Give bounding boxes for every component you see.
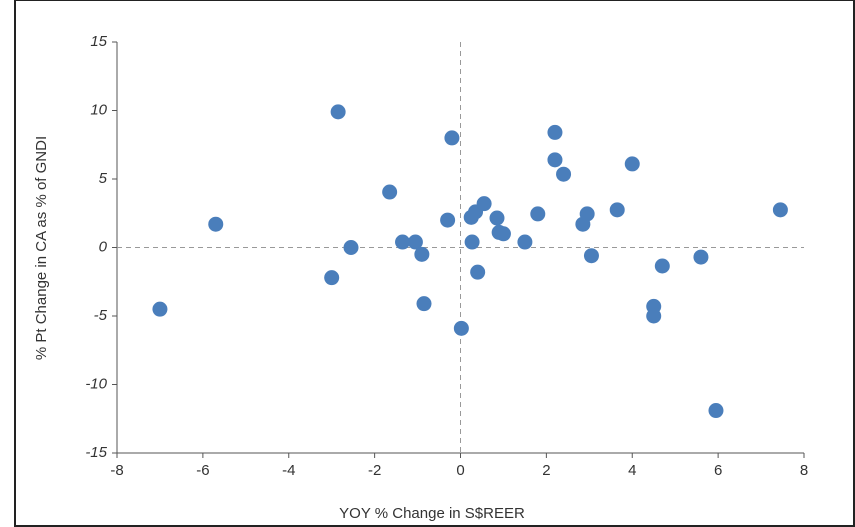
point [382,184,398,200]
x-tick-label: 0 [456,462,464,479]
point [624,156,640,172]
point [517,234,533,250]
point [470,264,486,280]
point [609,202,625,218]
point [579,206,595,222]
x-tick-label: -6 [196,462,209,479]
point [416,296,432,312]
point [583,248,599,264]
y-tick-label: 5 [99,170,108,187]
point [556,166,572,182]
x-axis-label: YOY % Change in S$REER [339,505,525,522]
point [343,240,359,255]
point [547,124,563,140]
point [324,270,340,286]
point [152,301,168,317]
point [772,202,788,218]
point [464,234,480,250]
point [530,206,546,222]
point [547,152,563,168]
x-tick-label: -4 [282,462,295,479]
point [476,196,492,212]
y-axis-label: % Pt Change in CA as % of GNDI [33,136,50,360]
x-tick-label: 4 [628,462,636,479]
point [495,226,511,242]
point [414,246,430,262]
y-tick-label: 15 [90,33,107,50]
y-tick-label: -15 [85,444,107,461]
y-tick-label: 0 [99,238,108,255]
x-tick-label: 6 [714,462,722,479]
point [440,212,456,228]
point [208,216,224,232]
point [453,320,469,336]
point [693,249,709,265]
point [708,403,724,419]
point [646,308,662,324]
chart-frame [14,0,855,527]
point [444,130,460,146]
y-tick-label: -5 [94,307,108,324]
x-tick-label: -8 [110,462,123,479]
point [489,210,505,226]
point [395,234,411,250]
point [330,104,346,120]
point [654,258,670,274]
x-tick-label: 8 [800,462,808,479]
x-tick-label: 2 [542,462,550,479]
point [407,234,423,250]
x-tick-label: -2 [368,462,381,479]
y-tick-label: 10 [90,101,107,118]
y-tick-label: -10 [85,375,107,392]
